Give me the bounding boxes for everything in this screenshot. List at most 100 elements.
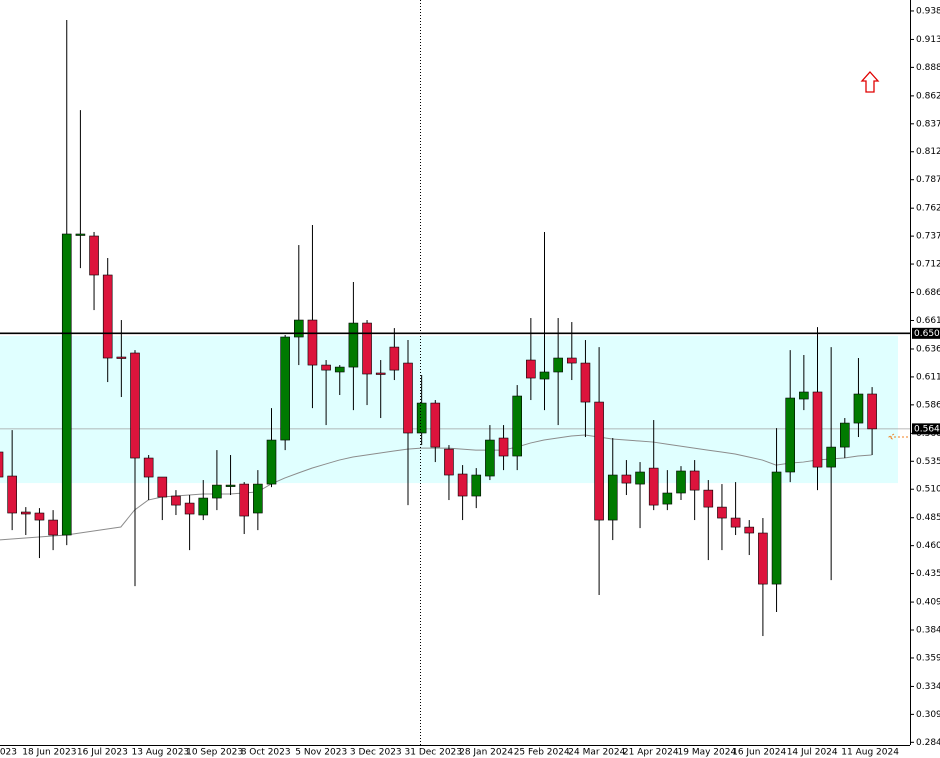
candle-body (717, 506, 727, 519)
candle-body (771, 471, 782, 585)
candle-body (471, 474, 482, 497)
y-tick-label: 0.4095 (916, 598, 940, 608)
candle-body (34, 512, 45, 521)
candle-body (239, 483, 249, 517)
x-tick-label: 13 Aug 2023 (132, 748, 190, 758)
x-tick-label-cut: 2023 (0, 748, 17, 758)
candle-body (526, 359, 536, 379)
x-tick-label: 28 Jan 2024 (459, 748, 513, 758)
candle-body (389, 346, 400, 371)
candle-body (61, 233, 72, 536)
candle-body (48, 519, 58, 536)
candle-body (130, 352, 140, 459)
candle-body (799, 391, 809, 400)
candle-body (676, 470, 686, 494)
x-tick-label: 24 Mar 2024 (568, 748, 625, 758)
candle-body (212, 484, 222, 499)
x-tick-label: 21 Apr 2024 (623, 748, 679, 758)
candle-body (143, 457, 154, 478)
candle-body (566, 357, 577, 364)
candle-body (171, 495, 181, 506)
candle-body (403, 362, 413, 434)
candle-body (689, 470, 700, 491)
x-tick-label: 16 Jul 2023 (77, 748, 128, 758)
candle-body (348, 322, 359, 368)
candle-body (539, 371, 550, 380)
candle-body (416, 402, 427, 434)
candle-body (444, 448, 454, 476)
candle-body (0, 451, 4, 478)
candle-body (321, 364, 331, 371)
candle-body (867, 393, 877, 430)
x-tick-label: 14 Jul 2024 (787, 748, 838, 758)
y-tick-label: 0.3845 (916, 626, 940, 636)
candle-body (594, 401, 604, 521)
candle-body (20, 511, 31, 515)
x-tick-label: 5 Nov 2023 (295, 748, 347, 758)
candle-body (266, 439, 277, 485)
price-label: 0.5645 (914, 424, 940, 434)
candle-body (253, 483, 263, 514)
candle-body (580, 362, 591, 403)
candle-body (89, 235, 99, 276)
x-tick-label: 31 Dec 2023 (405, 748, 463, 758)
y-tick-label: 0.8375 (916, 119, 940, 129)
candle-body (498, 437, 509, 457)
x-tick-label: 19 May 2024 (678, 748, 737, 758)
candle-body (75, 233, 86, 236)
x-tick-label: 25 Feb 2024 (514, 748, 570, 758)
x-tick-label: 11 Aug 2024 (841, 748, 899, 758)
candle-body (430, 402, 441, 448)
y-tick-label: 0.3595 (916, 653, 940, 663)
y-tick-label: 0.8125 (916, 147, 940, 157)
candle-body (826, 446, 836, 468)
candle-body (293, 319, 304, 338)
candle-body (457, 473, 468, 497)
candle-body (375, 372, 386, 375)
candle-body (307, 319, 318, 366)
x-tick-label: 18 Jun 2023 (22, 748, 76, 758)
candle-body (785, 397, 796, 473)
price-label-box (912, 423, 940, 435)
candle-body (853, 393, 864, 424)
candle-body (198, 497, 209, 516)
candle-body (758, 532, 768, 585)
candle-body (485, 439, 495, 477)
x-tick-label: 3 Dec 2023 (350, 748, 402, 758)
candle-body (102, 274, 113, 359)
candle-body (812, 391, 823, 468)
candle-body (7, 475, 17, 514)
candle-body (744, 526, 755, 534)
plot-area (0, 20, 910, 637)
candle-body (362, 322, 372, 375)
candle-body (730, 517, 741, 528)
candle-body (839, 422, 850, 448)
candle-body (334, 366, 345, 373)
x-tick-label: 10 Sep 2023 (186, 748, 243, 758)
y-tick-label: 0.6865 (916, 288, 940, 298)
price-label-box (912, 327, 940, 339)
up-arrow-signal (860, 71, 880, 93)
candle-body (184, 502, 195, 515)
candle-body (116, 356, 127, 359)
candle-body (607, 474, 618, 521)
candle-body (635, 471, 645, 485)
y-tick-label: 0.7875 (916, 175, 940, 185)
candle-body (703, 489, 714, 508)
candle-body (621, 474, 632, 484)
y-tick-label: 0.6615 (916, 316, 940, 326)
y-tick-label: 0.8625 (916, 91, 940, 101)
candle-body (553, 357, 563, 373)
y-tick-label: 0.5105 (916, 485, 940, 495)
candle-body (280, 336, 290, 441)
